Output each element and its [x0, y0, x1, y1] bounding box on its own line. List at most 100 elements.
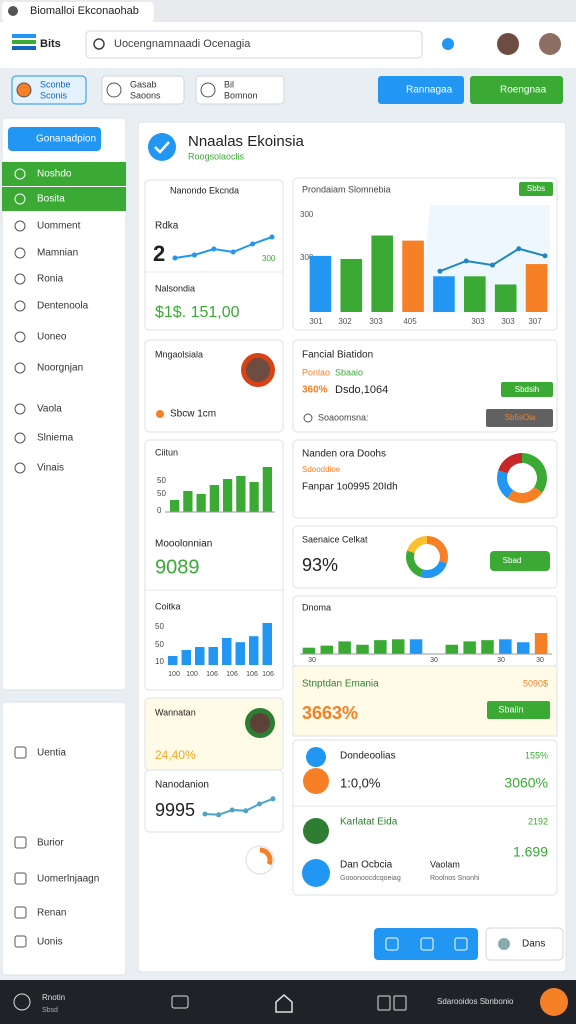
label: 93%: [302, 555, 338, 575]
bar: [494, 284, 517, 312]
chip[interactable]: [11, 75, 87, 105]
label: 300: [300, 253, 314, 262]
label: Sbcw 1cm: [170, 409, 216, 420]
chip-text: Sconis: [40, 90, 68, 100]
chip-text: Gasab: [130, 79, 157, 89]
nav-item: Burior: [37, 838, 64, 849]
search-box[interactable]: [85, 30, 423, 59]
button[interactable]: [378, 76, 464, 104]
label: Rdka: [155, 221, 179, 232]
action-group[interactable]: [374, 928, 478, 960]
label: Rnotin: [42, 993, 65, 1002]
bar: [391, 639, 405, 654]
label: Dondeoolias: [340, 751, 396, 762]
nav-active[interactable]: [2, 162, 126, 186]
list-icon: [303, 818, 329, 844]
trend-point: [211, 246, 217, 252]
nav-button[interactable]: [393, 995, 407, 1011]
label: 10: [155, 657, 164, 666]
label: Sbad: [503, 556, 522, 565]
tab-title: Biomalloi Ekconaohab: [30, 5, 139, 17]
donut-segment: [426, 536, 448, 564]
nav-icon: [14, 193, 26, 205]
fab[interactable]: [540, 988, 568, 1016]
label: 1:0,0%: [340, 775, 381, 790]
label: 50: [155, 640, 164, 649]
chip[interactable]: [101, 75, 185, 105]
label: 30: [430, 657, 438, 664]
bar: [320, 645, 334, 654]
brand: Bits: [40, 38, 61, 50]
label: 106: [262, 671, 274, 678]
label: 30: [497, 657, 505, 664]
chip-text: Saoons: [130, 90, 161, 100]
bar: [371, 235, 393, 312]
bar: [249, 636, 259, 665]
label: Sbdsih: [515, 385, 539, 394]
primary-button[interactable]: [8, 127, 101, 151]
label: 3060%: [504, 775, 548, 791]
icon: [442, 38, 454, 50]
label: 9995: [155, 800, 195, 820]
avatar: [497, 33, 519, 55]
donut-segment: [497, 470, 514, 499]
nav-active[interactable]: [2, 187, 126, 211]
button[interactable]: [487, 701, 550, 719]
chip-text: Bil: [224, 79, 234, 89]
button[interactable]: [470, 76, 563, 104]
bar: [208, 647, 218, 665]
label: Dsdo,1064: [335, 384, 388, 396]
nav-button[interactable]: [171, 995, 189, 1009]
label: $1$. 151,00: [155, 304, 240, 321]
bottom-bar: [0, 980, 576, 1024]
nav-icon: [14, 247, 26, 259]
label: 106: [246, 671, 258, 678]
donut-segment: [406, 550, 424, 577]
chip-text: Bomnon: [224, 90, 258, 100]
bar: [409, 639, 423, 654]
nav-button[interactable]: [377, 995, 391, 1011]
label: Nanodanion: [155, 780, 209, 791]
button[interactable]: [501, 382, 553, 397]
icon: [303, 413, 313, 423]
brand-stripe: [12, 34, 36, 38]
nav-item: Noshdo: [37, 169, 72, 180]
trend-point: [437, 268, 443, 274]
label: 50: [155, 622, 164, 631]
action-icon: [420, 937, 434, 951]
nav-item: Slniema: [37, 433, 74, 444]
nav-item: Renan: [37, 908, 66, 919]
search-icon: [93, 38, 105, 50]
nav-item: Ronia: [37, 274, 64, 285]
nav-item: Uoneo: [37, 332, 67, 343]
button[interactable]: [485, 927, 564, 961]
label: Ponlao: [302, 367, 330, 377]
trend-point: [542, 253, 548, 259]
nav-icon: [14, 432, 26, 444]
label: 155%: [525, 750, 548, 760]
label: 30: [536, 657, 544, 664]
label: Ciitun: [155, 447, 178, 457]
nav-icon: [14, 300, 26, 312]
nav-icon: [14, 462, 26, 474]
bar: [402, 240, 424, 312]
nav-item: Vinais: [37, 463, 64, 474]
label: 405: [403, 317, 417, 326]
bar: [222, 638, 232, 665]
action-icon: [454, 937, 468, 951]
icon: [156, 410, 164, 418]
card: [144, 179, 284, 331]
nav-item: Mamnian: [37, 248, 78, 259]
bar: [236, 476, 246, 512]
bar: [235, 642, 245, 665]
tab-icon: [8, 6, 18, 16]
button[interactable]: [490, 551, 550, 571]
label: Vaolam: [430, 859, 460, 869]
bar: [464, 276, 486, 312]
label: Nalsondia: [155, 283, 195, 293]
nav-icon: [14, 935, 27, 948]
label: 0: [157, 506, 162, 515]
card: [1, 701, 127, 976]
nav-item: Dentenoola: [37, 301, 89, 312]
chip[interactable]: [195, 75, 285, 105]
